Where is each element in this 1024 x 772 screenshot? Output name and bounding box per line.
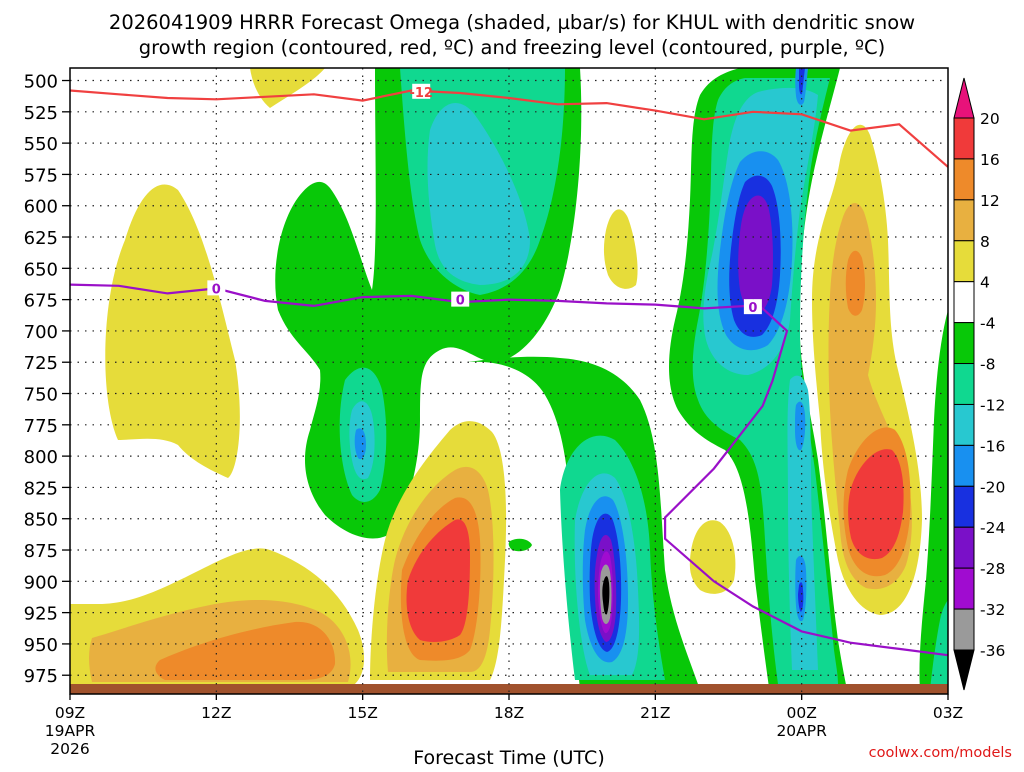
colorbar-swatch-8 xyxy=(953,444,975,487)
omega-neg4-small-blob xyxy=(508,538,532,552)
omega-pos16-region-d xyxy=(406,519,470,643)
y-tick-label-800: 800 xyxy=(24,447,58,468)
omega-neg12-region-g-lower xyxy=(787,375,818,670)
ground-strip xyxy=(70,684,948,694)
x-tick-label-00Z: 00Z xyxy=(786,704,816,722)
x-axis-title: Forecast Time (UTC) xyxy=(413,747,604,768)
chart-title-line2: growth region (contoured, red, ºC) and f… xyxy=(139,36,886,59)
colorbar-swatch-9 xyxy=(953,485,975,528)
omega-pos12-region-h xyxy=(845,250,865,316)
colorbar-swatch-1 xyxy=(953,158,975,201)
omega-pos16-region-h-lower xyxy=(848,449,904,560)
y-tick-label-900: 900 xyxy=(24,572,58,593)
omega-pos12-region-b xyxy=(155,621,336,680)
colorbar-label-3: 8 xyxy=(980,233,990,251)
y-tick-label-600: 600 xyxy=(24,197,58,218)
x-tick-label-18Z: 18Z xyxy=(494,704,524,722)
x-tick-label-03Z: 03Z xyxy=(933,704,963,722)
colorbar-label-4: 4 xyxy=(980,274,990,292)
colorbar-swatch-0 xyxy=(953,117,975,160)
y-tick-label-525: 525 xyxy=(24,103,58,124)
y-axis: 500 525 550 575 600 625 650 675 700 725 750 775 800 8… xyxy=(24,72,70,687)
colorbar-label-0: 20 xyxy=(980,110,1000,128)
freezing-label-3: 0 xyxy=(748,301,757,316)
colorbar-swatch-6 xyxy=(953,363,975,405)
colorbar: 20 16 12 8 4 -4 -8 -12 -16 -20 -24 -28 -32 -36 xyxy=(953,77,1005,691)
x-tick-label-12Z: 12Z xyxy=(201,704,231,722)
colorbar-swatch-3 xyxy=(953,240,975,283)
contour-labels: -12 0 0 0 xyxy=(207,83,762,316)
y-tick-label-500: 500 xyxy=(24,72,58,93)
colorbar-swatch-4 xyxy=(953,281,975,324)
omega-pos4-region-f2 xyxy=(689,520,736,594)
y-tick-label-925: 925 xyxy=(24,604,58,625)
x-tick-sublabel-09Z: 19APR xyxy=(45,722,96,740)
colorbar-label-11: -28 xyxy=(980,560,1005,578)
colorbar-swatch-12 xyxy=(953,608,975,651)
dgz-label-bg xyxy=(412,83,431,99)
freezing-label-2: 0 xyxy=(456,294,465,309)
y-tick-label-700: 700 xyxy=(24,322,58,343)
colorbar-label-1: 16 xyxy=(980,151,1000,169)
colorbar-swatch-11 xyxy=(953,567,975,610)
omega-neg20-region-g-lower xyxy=(798,582,804,612)
freezing-label-2-bg xyxy=(451,291,470,307)
omega-neg24-region-g xyxy=(738,195,773,314)
x-tick-label-15Z: 15Z xyxy=(347,704,377,722)
colorbar-label-5: -4 xyxy=(980,315,995,333)
y-tick-label-650: 650 xyxy=(24,259,58,280)
credit-link[interactable]: coolwx.com/models xyxy=(869,745,1012,761)
colorbar-label-13: -36 xyxy=(980,642,1005,660)
y-tick-label-625: 625 xyxy=(24,228,58,249)
colorbar-label-10: -24 xyxy=(980,519,1005,537)
omega-neg20-top-sliver xyxy=(799,68,805,95)
colorbar-swatch-10 xyxy=(953,526,975,569)
y-tick-label-725: 725 xyxy=(24,353,58,374)
chart-title-line1: 2026041909 HRRR Forecast Omega (shaded, … xyxy=(109,11,915,34)
omega-shading xyxy=(70,68,948,694)
omega-pos4-top-small xyxy=(250,68,325,108)
y-tick-label-550: 550 xyxy=(24,134,58,155)
colorbar-swatch-5 xyxy=(953,322,975,365)
y-tick-label-950: 950 xyxy=(24,635,58,656)
colorbar-label-2: 12 xyxy=(980,192,1000,210)
freezing-label-3-bg xyxy=(743,299,762,315)
y-tick-label-875: 875 xyxy=(24,541,58,562)
colorbar-label-9: -20 xyxy=(980,478,1005,496)
colorbar-label-12: -32 xyxy=(980,601,1005,619)
colorbar-bottom-triangle xyxy=(953,649,975,691)
x-tick-sublabel-00Z: 20APR xyxy=(776,722,827,740)
y-tick-label-575: 575 xyxy=(24,165,58,186)
y-tick-label-750: 750 xyxy=(24,385,58,406)
freezing-level-contour-line xyxy=(70,283,948,657)
colorbar-label-6: -8 xyxy=(980,356,995,374)
colorbar-swatch-2 xyxy=(953,199,975,242)
x-tick-sublabel2-09Z: 2026 xyxy=(50,740,89,758)
colorbar-label-7: -12 xyxy=(980,396,1005,414)
omega-pos4-region-a xyxy=(105,184,240,478)
colorbar-label-8: -16 xyxy=(980,437,1005,455)
omega-neg8-region-i xyxy=(930,600,948,690)
dgz-contour-line xyxy=(70,89,948,168)
y-tick-label-675: 675 xyxy=(24,291,58,312)
x-tick-label-21Z: 21Z xyxy=(640,704,670,722)
y-tick-label-775: 775 xyxy=(24,416,58,437)
y-tick-label-825: 825 xyxy=(24,478,58,499)
colorbar-swatch-7 xyxy=(953,403,975,446)
omega-neg4-region-i xyxy=(919,310,948,690)
freezing-label-1: 0 xyxy=(212,282,221,297)
omega-neg12-region-c xyxy=(427,103,530,285)
y-tick-label-975: 975 xyxy=(24,666,58,687)
omega-neg36-region-e xyxy=(602,576,610,615)
colorbar-top-triangle xyxy=(953,77,975,119)
x-tick-label-09Z: 09Z xyxy=(55,704,85,722)
dgz-label: -12 xyxy=(409,86,433,101)
y-tick-label-850: 850 xyxy=(24,510,58,531)
omega-neg16-region-g-mid xyxy=(795,401,806,451)
freezing-label-1-bg xyxy=(207,280,226,296)
omega-pos4-region-f1 xyxy=(603,209,638,289)
